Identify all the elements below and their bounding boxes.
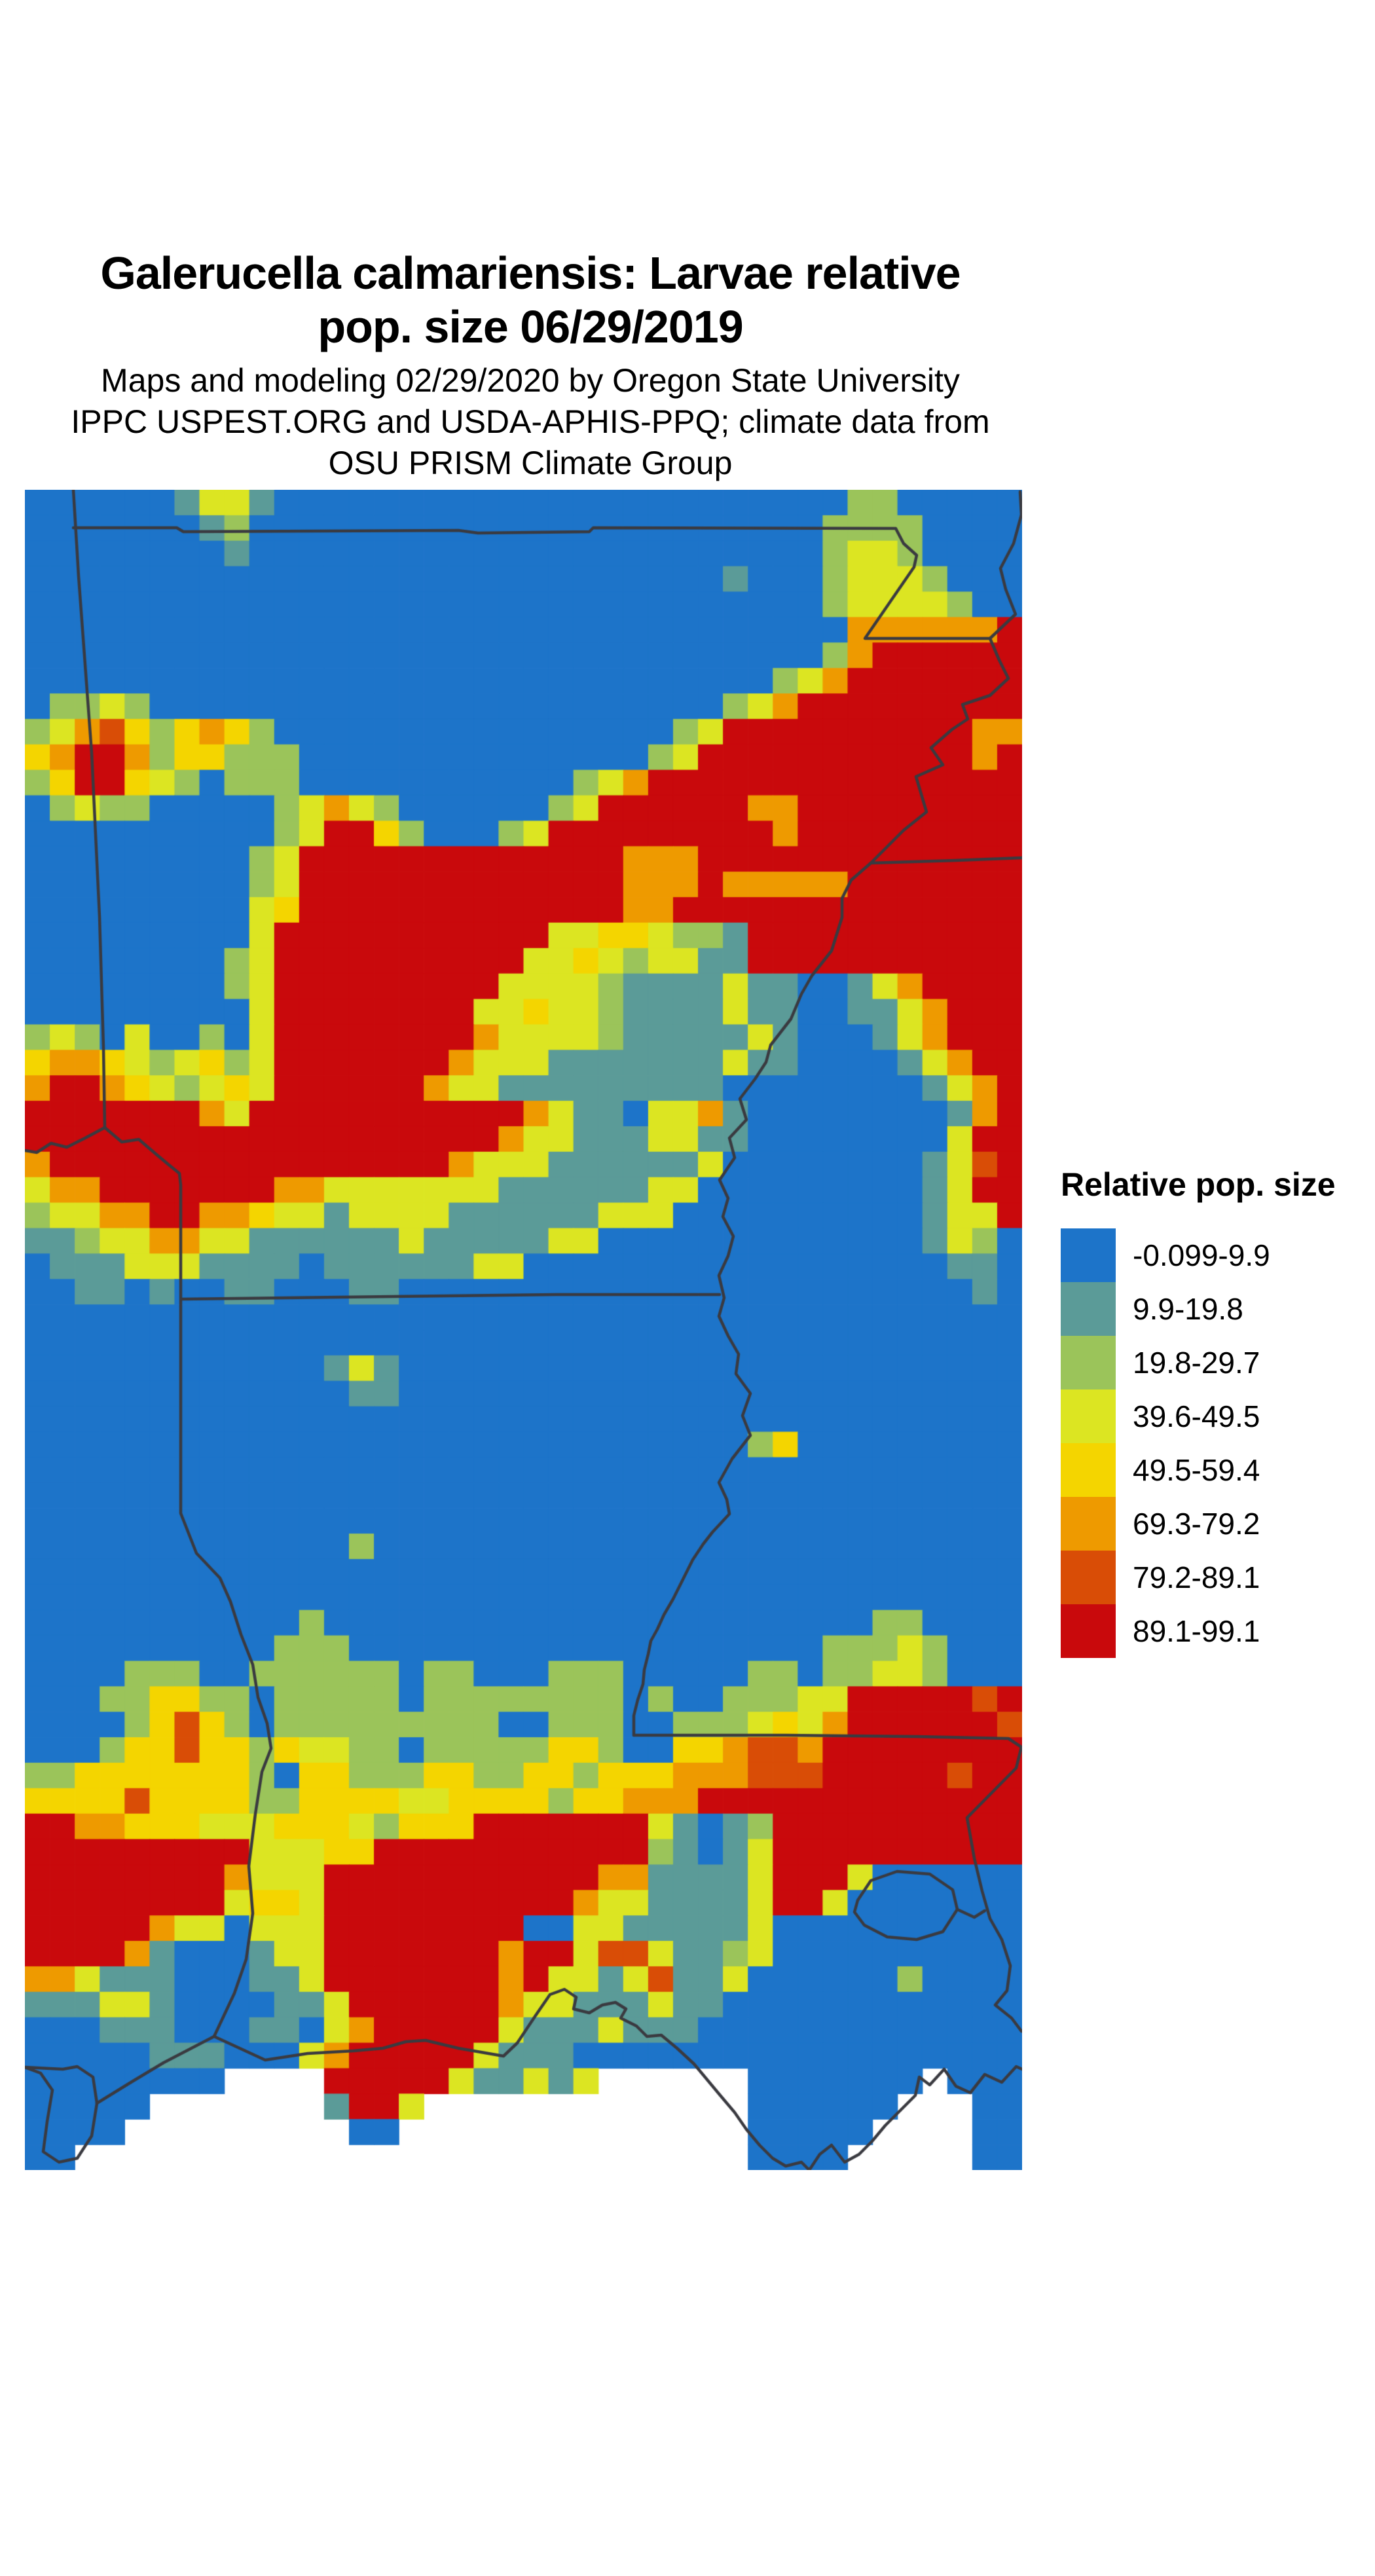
legend-swatch [1061, 1282, 1116, 1336]
legend-swatch [1061, 1389, 1116, 1443]
legend-item: 79.2-89.1 [1061, 1551, 1368, 1604]
legend-label: 79.2-89.1 [1133, 1560, 1260, 1594]
legend-swatch [1061, 1551, 1116, 1604]
legend-item: -0.099-9.9 [1061, 1228, 1368, 1282]
legend-items: -0.099-9.9 9.9-19.8 19.8-29.7 39.6-49.5 49.5… [1061, 1228, 1368, 1658]
legend-swatch [1061, 1336, 1116, 1389]
legend-swatch [1061, 1228, 1116, 1282]
map-title-line-1: Galerucella calmariensis: Larvae relativ… [100, 248, 961, 299]
legend: Relative pop. size -0.099-9.9 9.9-19.8 19.… [1061, 1167, 1368, 1658]
legend-item: 19.8-29.7 [1061, 1336, 1368, 1389]
legend-swatch [1061, 1604, 1116, 1658]
legend-swatch [1061, 1497, 1116, 1551]
subtitle-line-1: Maps and modeling 02/29/2020 by Oregon S… [101, 362, 960, 399]
legend-label: -0.099-9.9 [1133, 1238, 1270, 1272]
legend-label: 49.5-59.4 [1133, 1453, 1260, 1487]
legend-item: 9.9-19.8 [1061, 1282, 1368, 1336]
map-area [25, 490, 1022, 2170]
header: Galerucella calmariensis: Larvae relativ… [0, 246, 1061, 484]
legend-label: 9.9-19.8 [1133, 1292, 1243, 1326]
legend-item: 89.1-99.1 [1061, 1604, 1368, 1658]
subtitle-line-2: IPPC USPEST.ORG and USDA-APHIS-PPQ; clim… [71, 403, 990, 440]
legend-title: Relative pop. size [1061, 1166, 1336, 1203]
legend-item: 69.3-79.2 [1061, 1497, 1368, 1551]
legend-label: 19.8-29.7 [1133, 1346, 1260, 1380]
population-raster-map [25, 490, 1022, 2170]
legend-item: 39.6-49.5 [1061, 1389, 1368, 1443]
map-title-line-2: pop. size 06/29/2019 [318, 301, 743, 352]
legend-label: 69.3-79.2 [1133, 1507, 1260, 1541]
subtitle-line-3: OSU PRISM Climate Group [328, 445, 733, 481]
legend-label: 89.1-99.1 [1133, 1614, 1260, 1648]
legend-swatch [1061, 1443, 1116, 1497]
legend-label: 39.6-49.5 [1133, 1399, 1260, 1433]
map-subtitle: Maps and modeling 02/29/2020 by Oregon S… [0, 360, 1061, 484]
legend-item: 49.5-59.4 [1061, 1443, 1368, 1497]
